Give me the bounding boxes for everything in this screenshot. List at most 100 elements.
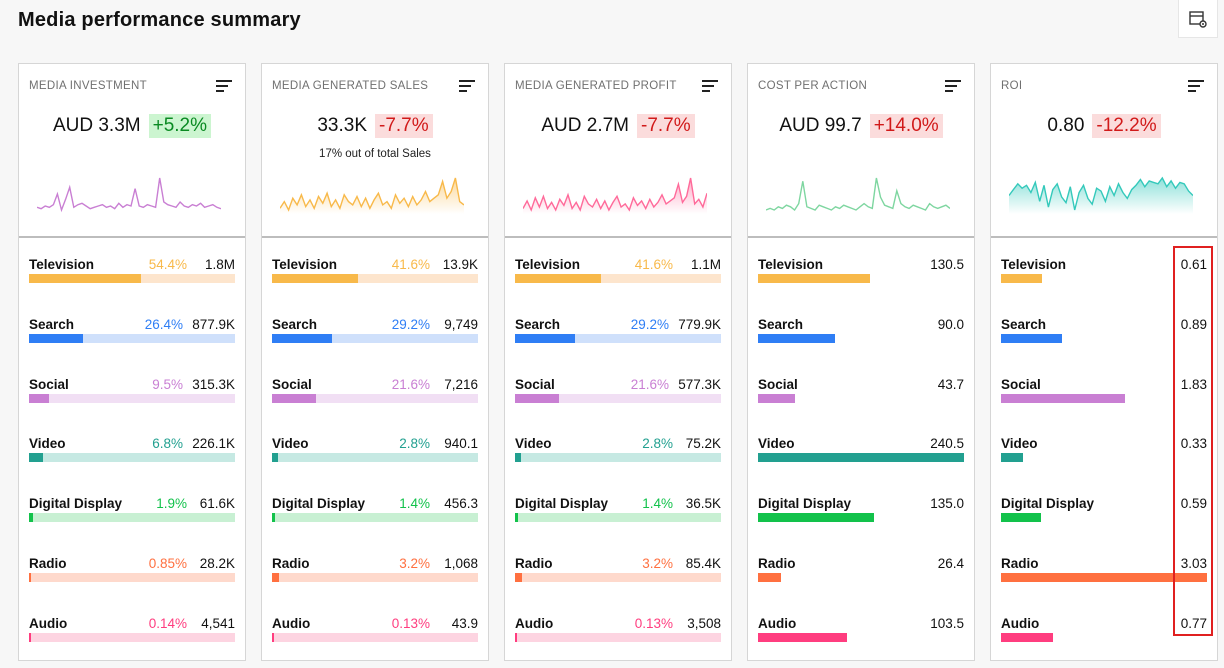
metric-card: MEDIA GENERATED PROFIT AUD 2.7M -7.7% Telev… bbox=[504, 63, 732, 661]
channel-row[interactable]: Search 26.4% 877.9K bbox=[29, 317, 235, 353]
channel-row[interactable]: Television 130.5 bbox=[758, 257, 964, 293]
channel-bar-track bbox=[1001, 333, 1207, 343]
channel-name: Digital Display bbox=[272, 496, 366, 512]
sort-icon[interactable] bbox=[701, 79, 719, 93]
channel-value: 135.0 bbox=[930, 496, 964, 512]
channel-share: 29.2% bbox=[391, 316, 430, 332]
channel-value: 85.4K bbox=[685, 556, 721, 571]
channel-row[interactable]: Television 41.6% 1.1M bbox=[515, 257, 721, 293]
channel-row[interactable]: Television 0.61 bbox=[1001, 257, 1207, 293]
channel-name: Audio bbox=[272, 615, 311, 631]
channel-row[interactable]: Television 41.6% 13.9K bbox=[272, 257, 478, 293]
channel-name: Television bbox=[1001, 257, 1067, 272]
channel-bar-fill bbox=[515, 333, 576, 343]
channel-value: 240.5 bbox=[930, 436, 964, 452]
channel-name: Social bbox=[272, 376, 312, 392]
channel-name: Television bbox=[272, 257, 338, 272]
channel-name: Digital Display bbox=[29, 496, 123, 512]
channel-name: Television bbox=[29, 257, 95, 272]
channel-bar-fill bbox=[29, 333, 84, 343]
channel-bar-track bbox=[29, 453, 235, 463]
channel-value: 0.77 bbox=[1180, 615, 1207, 631]
channel-row[interactable]: Search 0.89 bbox=[1001, 317, 1207, 353]
card-header: COST PER ACTION AUD 99.7 +14.0% bbox=[748, 64, 974, 238]
sparkline bbox=[766, 177, 950, 212]
channel-row[interactable]: Digital Display 1.9% 61.6K bbox=[29, 496, 235, 532]
channel-bar-fill bbox=[758, 393, 796, 403]
channel-bar-fill bbox=[515, 274, 601, 283]
table-settings-icon bbox=[1189, 10, 1207, 28]
channel-share: 1.4% bbox=[642, 496, 673, 512]
channel-row[interactable]: Digital Display 1.4% 36.5K bbox=[515, 496, 721, 532]
channel-row[interactable]: Video 240.5 bbox=[758, 436, 964, 472]
channel-bar-track bbox=[515, 573, 721, 582]
channel-row[interactable]: Digital Display 0.59 bbox=[1001, 496, 1207, 532]
channel-value: 3,508 bbox=[687, 615, 721, 631]
channel-value: 75.2K bbox=[685, 436, 721, 452]
roi-values-highlight bbox=[1173, 246, 1213, 636]
channel-row[interactable]: Audio 103.5 bbox=[758, 616, 964, 652]
channel-row[interactable]: Video 2.8% 940.1 bbox=[272, 436, 478, 472]
card-header: MEDIA INVESTMENT AUD 3.3M +5.2% bbox=[19, 64, 245, 238]
channel-bar-track bbox=[1001, 573, 1207, 582]
channel-row[interactable]: Audio 0.77 bbox=[1001, 616, 1207, 652]
sort-icon[interactable] bbox=[458, 79, 476, 93]
channel-row[interactable]: Radio 0.85% 28.2K bbox=[29, 556, 235, 592]
channel-row[interactable]: Social 21.6% 7,216 bbox=[272, 377, 478, 413]
channel-row[interactable]: Radio 3.03 bbox=[1001, 556, 1207, 592]
channel-share: 3.2% bbox=[399, 556, 430, 571]
sort-icon[interactable] bbox=[944, 79, 962, 93]
channel-share: 0.13% bbox=[634, 615, 673, 631]
channel-row[interactable]: Video 2.8% 75.2K bbox=[515, 436, 721, 472]
channel-value: 226.1K bbox=[192, 436, 235, 452]
channel-name: Social bbox=[515, 376, 555, 392]
channel-share: 1.4% bbox=[399, 496, 430, 512]
sparkline-line bbox=[523, 177, 707, 212]
channel-row[interactable]: Social 9.5% 315.3K bbox=[29, 377, 235, 413]
sparkline-area bbox=[523, 178, 707, 214]
channel-name: Radio bbox=[758, 556, 796, 571]
channel-row[interactable]: Radio 3.2% 1,068 bbox=[272, 556, 478, 592]
card-header: MEDIA GENERATED PROFIT AUD 2.7M -7.7% bbox=[505, 64, 731, 238]
channel-bar-track bbox=[272, 393, 478, 403]
channel-bar-fill bbox=[29, 632, 31, 642]
channel-bar-fill bbox=[29, 274, 142, 283]
channel-row[interactable]: Audio 0.13% 43.9 bbox=[272, 616, 478, 652]
channel-row[interactable]: Video 0.33 bbox=[1001, 436, 1207, 472]
channel-name: Video bbox=[515, 436, 552, 452]
channel-row[interactable]: Radio 26.4 bbox=[758, 556, 964, 592]
channel-share: 0.14% bbox=[148, 615, 187, 631]
channel-row[interactable]: Video 6.8% 226.1K bbox=[29, 436, 235, 472]
channel-row[interactable]: Digital Display 1.4% 456.3 bbox=[272, 496, 478, 532]
channel-row[interactable]: Social 1.83 bbox=[1001, 377, 1207, 413]
sparkline-line bbox=[766, 177, 950, 212]
channel-value: 43.7 bbox=[937, 376, 964, 392]
channel-name: Search bbox=[758, 316, 804, 332]
channel-row[interactable]: Audio 0.13% 3,508 bbox=[515, 616, 721, 652]
channel-value: 130.5 bbox=[930, 257, 964, 272]
sort-icon[interactable] bbox=[1187, 79, 1205, 93]
channel-row[interactable]: Audio 0.14% 4,541 bbox=[29, 616, 235, 652]
channel-row[interactable]: Search 90.0 bbox=[758, 317, 964, 353]
channel-row[interactable]: Digital Display 135.0 bbox=[758, 496, 964, 532]
kpi: AUD 99.7 +14.0% bbox=[748, 114, 974, 138]
channel-bar-fill bbox=[515, 573, 522, 582]
channel-bar-track bbox=[272, 333, 478, 343]
channel-row[interactable]: Television 54.4% 1.8M bbox=[29, 257, 235, 293]
channel-value: 13.9K bbox=[442, 257, 478, 272]
channel-row[interactable]: Radio 3.2% 85.4K bbox=[515, 556, 721, 592]
channel-value: 0.89 bbox=[1180, 316, 1207, 332]
channel-bar-track bbox=[29, 513, 235, 523]
channel-value: 26.4 bbox=[937, 556, 964, 571]
channel-share: 2.8% bbox=[399, 436, 430, 452]
channel-bar-fill bbox=[272, 513, 275, 523]
kpi-value: 33.3K bbox=[317, 115, 367, 136]
channel-row[interactable]: Social 43.7 bbox=[758, 377, 964, 413]
sort-icon[interactable] bbox=[215, 79, 233, 93]
channel-bar-track bbox=[272, 513, 478, 523]
channel-share: 29.2% bbox=[630, 316, 669, 332]
table-settings-button[interactable] bbox=[1178, 0, 1218, 38]
channel-row[interactable]: Search 29.2% 779.9K bbox=[515, 317, 721, 353]
channel-row[interactable]: Search 29.2% 9,749 bbox=[272, 317, 478, 353]
channel-row[interactable]: Social 21.6% 577.3K bbox=[515, 377, 721, 413]
